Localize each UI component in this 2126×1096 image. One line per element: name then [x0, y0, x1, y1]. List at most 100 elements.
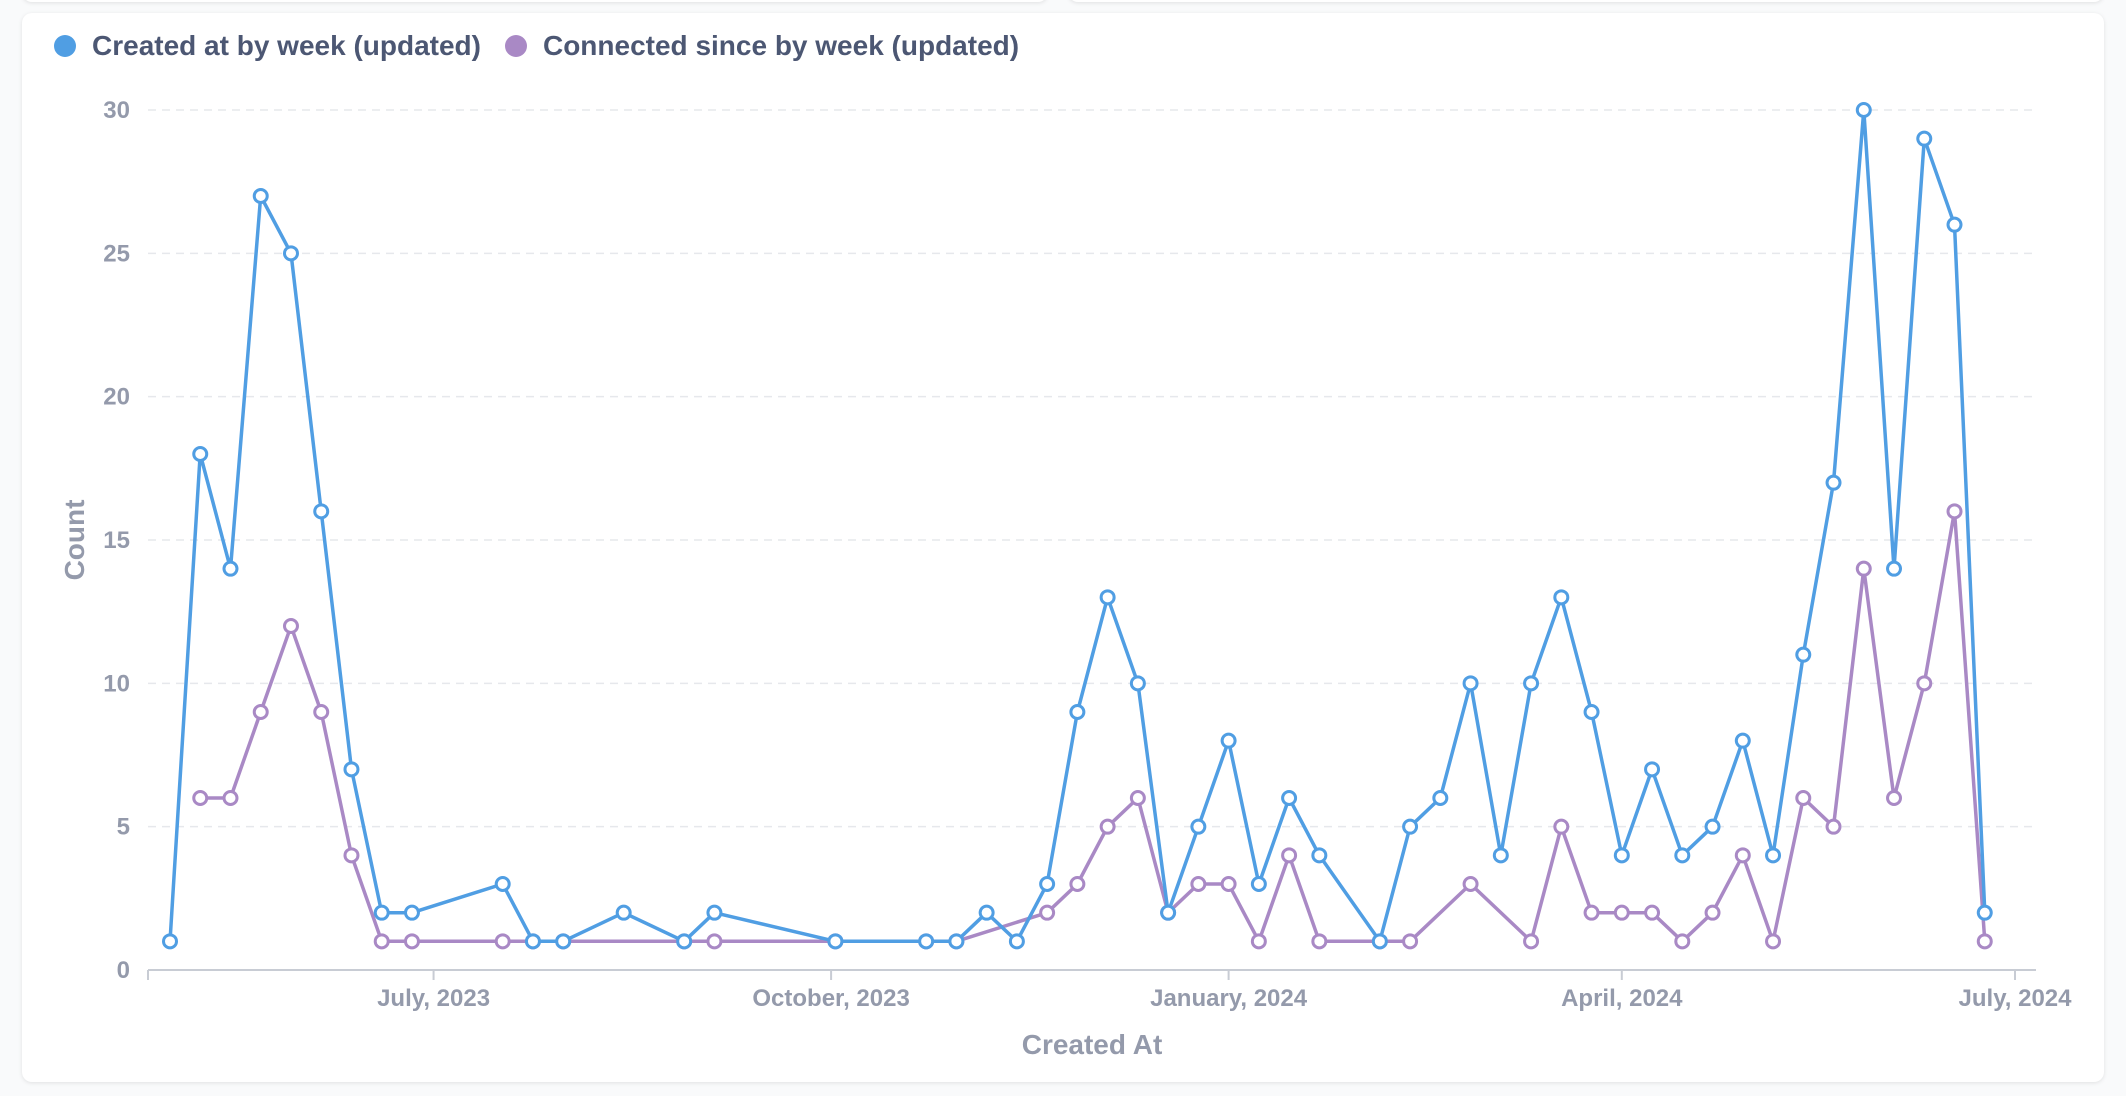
- data-point: [1432, 790, 1449, 806]
- data-point: [1281, 790, 1298, 806]
- data-point: [252, 188, 269, 204]
- adjacent-card-right: [1068, 0, 2104, 2]
- data-point: [313, 704, 330, 720]
- data-point: [1674, 847, 1691, 864]
- y-tick-label: 0: [117, 957, 130, 984]
- data-point: [1855, 560, 1872, 577]
- y-tick-label: 30: [103, 97, 130, 124]
- data-point: [1462, 675, 1479, 692]
- legend-dot-icon: [504, 35, 527, 57]
- data-point: [343, 847, 360, 864]
- y-tick-label: 25: [103, 240, 130, 267]
- data-point: [1250, 933, 1267, 950]
- data-point: [343, 761, 360, 778]
- data-point: [1190, 876, 1207, 892]
- data-point: [192, 790, 209, 806]
- data-point: [1099, 818, 1116, 835]
- data-point: [1704, 904, 1721, 921]
- x-axis-title: Created At: [1022, 1029, 1163, 1060]
- data-point: [494, 876, 511, 892]
- legend-dot-icon: [54, 35, 76, 57]
- data-point: [1704, 818, 1721, 835]
- series-line: [198, 509, 1987, 944]
- data-point: [1946, 216, 1963, 233]
- data-point: [1613, 904, 1630, 921]
- data-point: [1220, 876, 1237, 892]
- x-tick-label: April, 2024: [1561, 985, 1683, 1012]
- data-point: [676, 933, 693, 950]
- data-point: [282, 618, 299, 634]
- data-point: [252, 704, 269, 720]
- data-point: [706, 933, 723, 950]
- data-point: [1976, 933, 1993, 950]
- data-point: [1765, 933, 1782, 950]
- data-point: [1039, 904, 1056, 921]
- data-point: [1250, 876, 1267, 892]
- data-point: [1281, 847, 1298, 864]
- legend-item-created-at[interactable]: Created at by week (updated): [54, 30, 481, 62]
- data-point: [706, 904, 723, 921]
- data-point: [1129, 790, 1146, 806]
- data-point: [1190, 818, 1207, 835]
- data-point: [1583, 704, 1600, 720]
- data-point: [1069, 876, 1086, 892]
- data-point: [948, 933, 965, 950]
- data-point: [1492, 847, 1509, 864]
- x-tick-label: October, 2023: [752, 985, 909, 1012]
- y-tick-label: 5: [117, 814, 130, 841]
- data-point: [1371, 933, 1388, 950]
- data-point: [373, 904, 390, 921]
- series-line: [168, 108, 1987, 944]
- data-point: [403, 933, 420, 950]
- data-point: [1976, 904, 1993, 921]
- x-tick-label: January, 2024: [1150, 985, 1308, 1012]
- data-point: [827, 933, 844, 950]
- y-tick-label: 15: [103, 527, 130, 554]
- data-point: [403, 904, 420, 921]
- data-point: [1523, 675, 1540, 692]
- data-point: [1795, 646, 1812, 663]
- data-point: [1069, 704, 1086, 720]
- data-point: [494, 933, 511, 950]
- data-point: [313, 503, 330, 520]
- data-point: [192, 446, 209, 462]
- y-tick-label: 20: [103, 384, 130, 411]
- data-point: [1946, 503, 1963, 520]
- data-point: [1129, 675, 1146, 692]
- data-point: [1220, 732, 1237, 749]
- data-point: [1039, 876, 1056, 892]
- y-tick-label: 10: [103, 670, 130, 697]
- data-point: [1402, 933, 1419, 950]
- data-point: [1886, 560, 1903, 577]
- data-point: [1553, 589, 1570, 606]
- data-point: [1916, 675, 1933, 692]
- data-point: [222, 560, 239, 577]
- data-point: [1644, 904, 1661, 921]
- data-point: [1008, 933, 1025, 950]
- data-point: [1825, 818, 1842, 835]
- data-point: [555, 933, 572, 950]
- data-point: [1674, 933, 1691, 950]
- chart-legend: Created at by week (updated) Connected s…: [54, 30, 1043, 62]
- x-tick-label: July, 2024: [1959, 985, 2073, 1012]
- data-point: [1795, 790, 1812, 806]
- data-point: [1583, 904, 1600, 921]
- legend-label: Connected since by week (updated): [542, 30, 1020, 61]
- data-point: [1523, 933, 1540, 950]
- adjacent-card-left: [22, 0, 1048, 2]
- data-point: [918, 933, 935, 950]
- legend-item-connected-since[interactable]: Connected since by week (updated): [504, 30, 1020, 62]
- legend-label: Created at by week (updated): [92, 30, 481, 61]
- data-point: [1160, 904, 1177, 921]
- data-point: [1886, 790, 1903, 806]
- data-point: [1613, 847, 1630, 864]
- data-point: [1855, 102, 1872, 118]
- x-tick-label: July, 2023: [377, 985, 490, 1012]
- y-axis-title: Count: [59, 500, 90, 581]
- data-point: [1825, 474, 1842, 491]
- data-point: [615, 904, 632, 921]
- data-point: [1734, 732, 1751, 749]
- data-point: [282, 245, 299, 262]
- data-point: [162, 933, 178, 950]
